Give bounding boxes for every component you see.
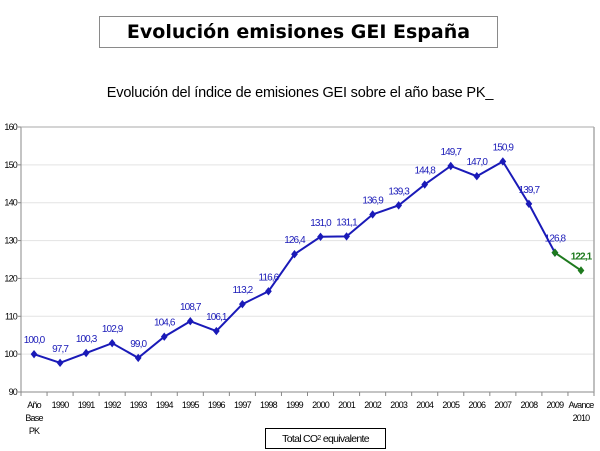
x-tick-label: 1997 [234, 400, 252, 410]
data-label: 149,7 [440, 147, 462, 158]
x-tick-label: 1998 [260, 400, 278, 410]
data-point-marker [369, 210, 376, 219]
data-label: 126,8 [545, 234, 567, 245]
y-tick-label: 90 [9, 387, 18, 397]
data-label: 100,3 [76, 334, 98, 345]
x-tick-label: 2007 [494, 400, 512, 410]
legend-label-sub: 2 [317, 435, 321, 442]
axes [18, 126, 595, 396]
data-label: 126,4 [284, 235, 306, 246]
x-tick-label: Avance [568, 400, 594, 410]
data-label: 122,1 [571, 251, 593, 262]
data-label: 150,9 [493, 142, 515, 153]
x-tick-label: 2006 [468, 400, 486, 410]
data-point-marker [239, 299, 246, 309]
data-point-marker [473, 172, 481, 181]
data-label: 144,8 [414, 166, 436, 177]
y-tick-label: 130 [4, 236, 17, 246]
data-point-marker [447, 161, 455, 171]
data-point-marker [551, 248, 559, 257]
x-tick-label: 2005 [442, 400, 460, 410]
data-label: 113,2 [232, 285, 253, 296]
data-label: 106,1 [206, 312, 228, 323]
x-tick-label: 1996 [208, 400, 226, 410]
x-tick-label: 2001 [338, 400, 356, 410]
y-tick-label: 110 [5, 311, 18, 321]
x-tick-label: 2003 [390, 400, 408, 410]
y-tick-label: 140 [4, 198, 17, 208]
data-point-marker [421, 180, 429, 189]
data-label: 147,0 [467, 157, 489, 168]
data-point-marker [577, 266, 585, 275]
x-tick-label: 1990 [52, 400, 70, 410]
y-tick-label: 100 [4, 349, 17, 359]
data-label: 97,7 [52, 344, 69, 355]
data-label: 131,1 [336, 217, 358, 228]
y-tick-label: 120 [4, 273, 17, 283]
data-label: 136,9 [362, 195, 384, 206]
x-tick-label: Base [25, 413, 43, 423]
legend: Total CO 2 equivalente [265, 428, 386, 449]
x-tick-label: 1991 [78, 400, 96, 410]
x-tick-label: 1993 [130, 400, 148, 410]
legend-label-prefix: Total CO [282, 432, 318, 445]
data-label: 139,7 [519, 185, 541, 196]
data-point-marker [82, 348, 90, 358]
x-tick-label: 1994 [156, 400, 174, 410]
x-tick-label: 1995 [182, 400, 200, 410]
data-label: 104,6 [154, 318, 176, 329]
chart-title: Evolución del índice de emisiones GEI so… [106, 85, 494, 101]
data-point-marker [134, 353, 142, 363]
x-tick-label: 2010 [573, 413, 591, 423]
y-axis-labels: 90 100 110 120 130 140 150 160 [4, 122, 18, 397]
data-point-marker [499, 157, 507, 166]
y-tick-label: 160 [4, 122, 17, 132]
x-tick-label: 2009 [547, 400, 565, 410]
x-tick-label: PK [29, 426, 40, 436]
data-point-marker [395, 201, 403, 210]
y-tick-label: 150 [4, 160, 17, 170]
data-point-marker [265, 287, 272, 296]
data-label: 102,9 [102, 324, 124, 335]
data-point-marker [56, 358, 64, 368]
data-point-marker [343, 232, 350, 241]
series-line [554, 251, 582, 272]
x-tick-label: 1992 [104, 400, 122, 410]
data-labels: 100,0 97,7 100,3 102,9 99,0 104,6 108,7 106,1 11… [24, 142, 594, 355]
data-label: 100,0 [24, 335, 46, 346]
x-axis-labels: Año Base PK 1990 1991 1992 1993 1994 1995 1996 199… [25, 400, 595, 436]
data-point-marker [30, 349, 38, 359]
series-markers [30, 157, 585, 368]
data-label: 108,7 [180, 302, 202, 313]
x-tick-label: 2004 [416, 400, 434, 410]
data-point-marker [317, 232, 324, 241]
data-point-marker [108, 338, 116, 348]
x-tick-label: 2008 [520, 400, 538, 410]
data-label: 99,0 [130, 339, 147, 350]
legend-label-suffix: equivalente [320, 432, 370, 445]
x-tick-label: 2000 [312, 400, 330, 410]
gridlines [21, 126, 594, 355]
data-point-marker [160, 332, 168, 341]
data-label: 131,0 [310, 218, 332, 229]
data-label: 139,3 [388, 186, 410, 197]
data-point-marker [186, 317, 194, 326]
data-label: 116,6 [259, 272, 280, 283]
x-tick-label: 1999 [286, 400, 304, 410]
data-point-marker [212, 326, 220, 336]
x-tick-label: 2002 [364, 400, 382, 410]
data-point-marker [291, 250, 298, 259]
page-title: Evolución emisiones GEI España [99, 16, 498, 48]
x-tick-label: Año [27, 400, 41, 410]
data-point-marker [525, 199, 533, 209]
